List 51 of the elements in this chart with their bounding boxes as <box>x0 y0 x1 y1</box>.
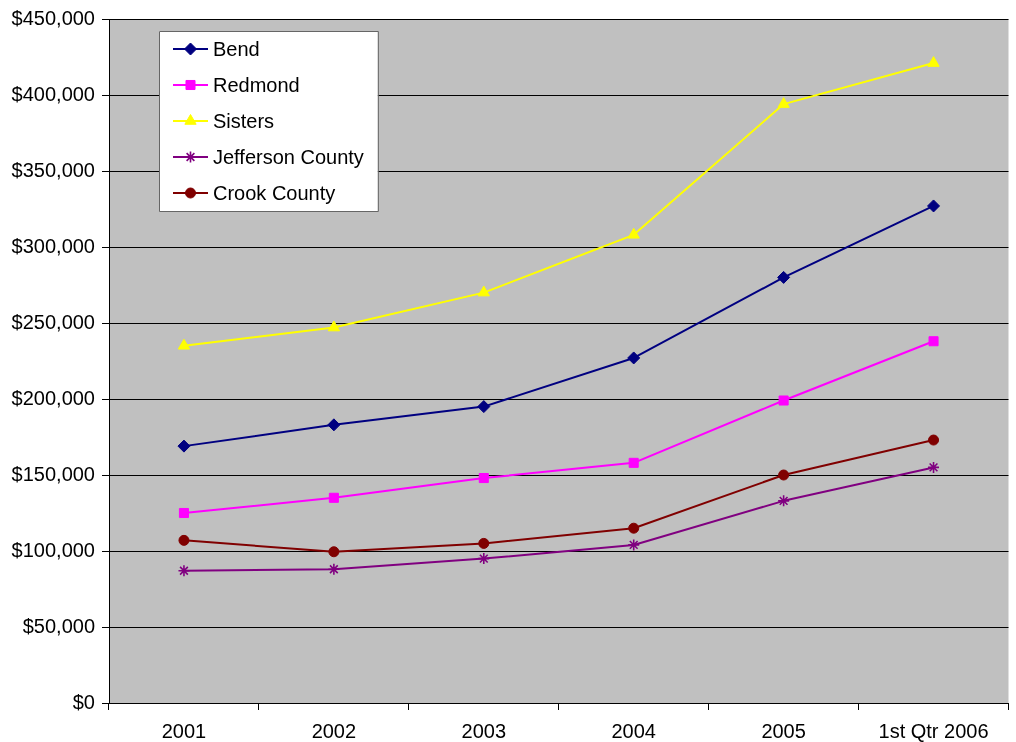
point <box>327 320 340 332</box>
y-tick-label: $100,000 <box>11 538 95 561</box>
point <box>628 457 639 468</box>
point <box>327 562 341 576</box>
point <box>627 538 641 552</box>
y-tick-label: $0 <box>72 690 95 713</box>
point <box>327 418 341 432</box>
point <box>477 285 490 297</box>
point <box>927 461 940 474</box>
point <box>778 395 789 406</box>
point <box>477 400 491 414</box>
point <box>928 336 939 347</box>
y-tick-label: $250,000 <box>11 310 95 333</box>
point <box>777 270 791 284</box>
point <box>328 546 340 558</box>
point <box>928 434 940 446</box>
y-tick-label: $400,000 <box>11 82 95 105</box>
x-tick-label: 1st Qtr 2006 <box>878 719 989 742</box>
point <box>627 351 641 365</box>
point <box>478 537 490 549</box>
point <box>777 97 790 108</box>
point <box>177 338 191 350</box>
point <box>927 56 940 67</box>
legend-label: Jefferson County <box>213 145 364 168</box>
x-tick-label: 2004 <box>611 719 656 742</box>
x-tick-label: 2003 <box>461 719 507 742</box>
point <box>177 439 191 453</box>
point <box>777 494 790 508</box>
point <box>178 534 190 546</box>
x-tick-label: 2005 <box>761 719 806 742</box>
y-tick-label: $200,000 <box>11 386 95 409</box>
point <box>177 564 191 578</box>
y-tick-label: $450,000 <box>11 6 95 29</box>
y-tick-label: $50,000 <box>22 614 95 637</box>
legend-label: Sisters <box>213 109 275 132</box>
point <box>778 469 790 481</box>
x-tick-label: 2002 <box>311 719 357 742</box>
legend-label: Redmond <box>213 73 300 96</box>
y-tick-label: $300,000 <box>11 234 95 257</box>
point <box>328 492 339 503</box>
point <box>178 507 189 519</box>
point <box>627 227 640 239</box>
point <box>478 473 489 484</box>
legend-label: Bend <box>213 37 260 60</box>
y-tick-label: $350,000 <box>11 158 95 181</box>
point <box>927 199 941 213</box>
legend-label: Crook County <box>213 181 336 204</box>
x-tick-label: 2001 <box>161 719 207 742</box>
y-tick-label: $150,000 <box>11 462 95 485</box>
point <box>628 522 640 534</box>
point <box>477 552 491 565</box>
